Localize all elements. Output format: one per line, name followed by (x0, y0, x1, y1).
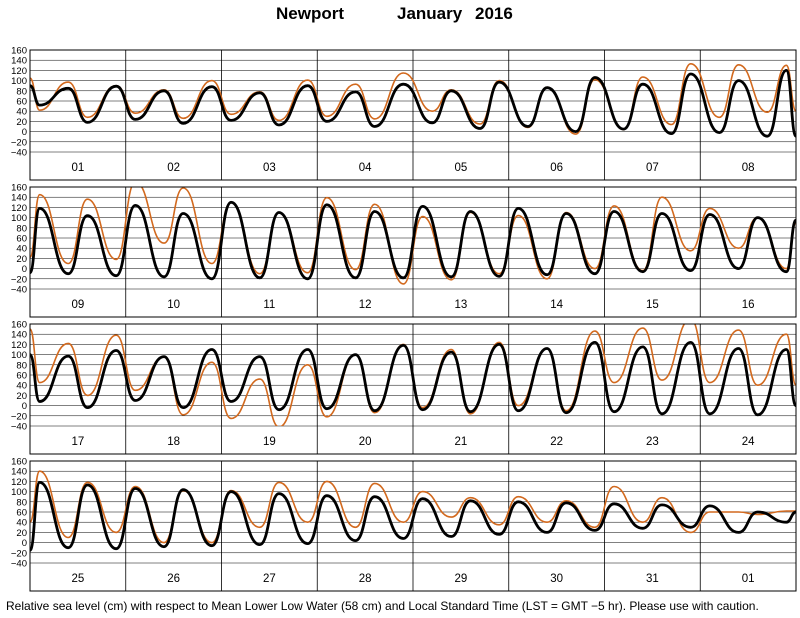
day-label: 09 (71, 299, 84, 311)
y-tick-label: 160 (11, 46, 27, 57)
y-tick-label: 20 (16, 528, 27, 539)
y-tick-label: 120 (11, 203, 27, 214)
y-tick-label: 140 (11, 467, 27, 478)
panel-frame (29, 186, 797, 318)
predicted-tide-line (30, 200, 796, 281)
y-tick-label: 140 (11, 330, 27, 341)
panel-frame (29, 460, 797, 592)
day-label: 31 (646, 573, 659, 585)
day-label: 27 (263, 573, 276, 585)
day-label: 22 (550, 436, 563, 448)
title-month: January (397, 4, 463, 23)
y-tick-label: 20 (16, 391, 27, 402)
y-tick-label: 100 (11, 487, 27, 498)
y-tick-label: −40 (11, 422, 27, 433)
y-tick-label: 40 (16, 244, 27, 255)
day-label: 11 (263, 299, 275, 311)
predicted-tide-line (30, 340, 796, 417)
y-tick-label: 100 (11, 76, 27, 87)
day-label: 05 (454, 162, 467, 174)
y-tick-label: 60 (16, 97, 27, 108)
y-tick-label: 80 (16, 497, 27, 508)
y-tick-label: 120 (11, 477, 27, 488)
day-label: 19 (263, 436, 276, 448)
y-tick-label: −40 (11, 148, 27, 159)
y-tick-label: 100 (11, 213, 27, 224)
y-tick-label: 0 (22, 127, 27, 138)
observed-water-level-line (30, 187, 796, 285)
panel-frame (29, 49, 797, 181)
y-tick-label: 40 (16, 107, 27, 118)
y-tick-label: −40 (11, 285, 27, 296)
day-label: 03 (263, 162, 276, 174)
title-year: 2016 (475, 4, 513, 23)
y-tick-label: −20 (11, 137, 27, 148)
y-tick-label: −20 (11, 274, 27, 285)
y-tick-label: 120 (11, 66, 27, 77)
day-label: 29 (454, 573, 467, 585)
station-name: Newport (276, 4, 344, 23)
day-label: 16 (742, 299, 755, 311)
panel-frame (29, 323, 797, 455)
day-label: 12 (359, 299, 372, 311)
day-label: 14 (550, 299, 563, 311)
y-tick-label: 100 (11, 350, 27, 361)
predicted-tide-line (30, 480, 796, 552)
day-label: 02 (167, 162, 180, 174)
y-tick-label: 140 (11, 193, 27, 204)
day-label: 30 (550, 573, 563, 585)
y-tick-label: 120 (11, 340, 27, 351)
y-tick-label: 0 (22, 538, 27, 549)
y-tick-label: 40 (16, 518, 27, 529)
day-label: 10 (167, 299, 180, 311)
y-tick-label: 80 (16, 86, 27, 97)
day-label: 24 (742, 436, 755, 448)
predicted-tide-line (30, 68, 796, 138)
day-label: 15 (646, 299, 659, 311)
day-label: 28 (359, 573, 372, 585)
day-label: 08 (742, 162, 755, 174)
y-tick-label: −40 (11, 559, 27, 570)
day-label: 21 (454, 436, 467, 448)
y-tick-label: 40 (16, 381, 27, 392)
day-label: 13 (454, 299, 467, 311)
y-tick-label: 80 (16, 360, 27, 371)
y-tick-label: 20 (16, 254, 27, 265)
y-tick-label: 160 (11, 457, 27, 468)
y-tick-label: 0 (22, 264, 27, 275)
day-label: 17 (71, 436, 84, 448)
day-label: 25 (71, 573, 84, 585)
day-label: 20 (359, 436, 372, 448)
y-tick-label: 160 (11, 183, 27, 194)
footnote: Relative sea level (cm) with respect to … (6, 599, 759, 613)
y-tick-label: −20 (11, 411, 27, 422)
y-tick-label: 60 (16, 234, 27, 245)
y-tick-label: 0 (22, 401, 27, 412)
y-tick-label: 140 (11, 56, 27, 67)
y-tick-label: 60 (16, 508, 27, 519)
day-label: 01 (742, 573, 755, 585)
day-label: 23 (646, 436, 659, 448)
y-tick-label: 60 (16, 371, 27, 382)
y-tick-label: −20 (11, 548, 27, 559)
chart-title: Newport January 2016 (0, 0, 800, 30)
day-label: 26 (167, 573, 180, 585)
day-label: 04 (359, 162, 372, 174)
day-label: 18 (167, 436, 180, 448)
day-label: 07 (646, 162, 659, 174)
y-tick-label: 20 (16, 117, 27, 128)
day-label: 01 (71, 162, 84, 174)
y-tick-label: 80 (16, 223, 27, 234)
day-label: 06 (550, 162, 563, 174)
y-tick-label: 160 (11, 320, 27, 331)
